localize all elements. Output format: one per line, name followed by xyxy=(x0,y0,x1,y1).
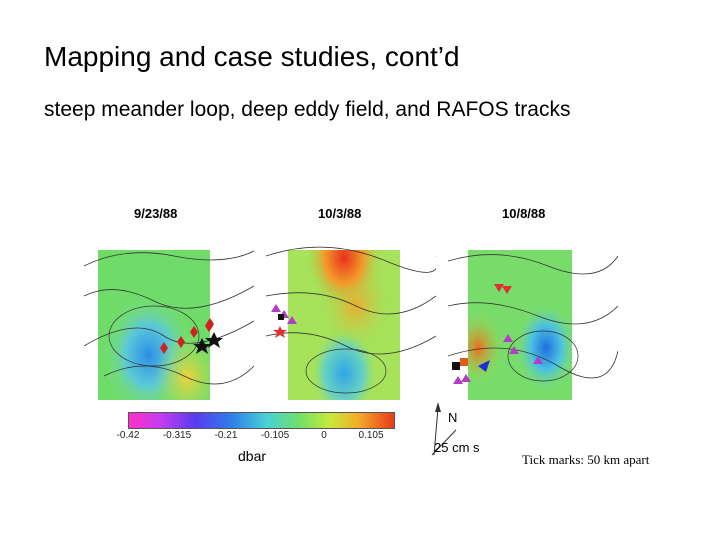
float-markers-1 xyxy=(160,318,214,354)
colorbar-tick: 0 xyxy=(321,430,327,441)
float-markers-3 xyxy=(494,284,512,294)
panel-date-2: 10/3/88 xyxy=(318,206,362,221)
colorbar xyxy=(128,412,395,429)
figure: 9/23/88 10/3/88 10/8/88 xyxy=(78,200,618,470)
slide-title: Mapping and case studies, cont’d xyxy=(44,41,460,72)
colorbar-tick: -0.315 xyxy=(162,430,192,441)
slide-subtitle: steep meander loop, deep eddy field, and… xyxy=(44,98,571,121)
north-arrow-icon xyxy=(431,402,457,456)
velocity-scale-label: 25 cm s xyxy=(434,440,480,455)
map-panel-1 xyxy=(84,226,254,406)
map-panel-2 xyxy=(266,226,436,406)
panel-date-1: 9/23/88 xyxy=(134,206,178,221)
colorbar-tick: -0.42 xyxy=(116,430,140,441)
caption: Tick marks: 50 km apart xyxy=(522,452,650,467)
colorbar-tick: -0.21 xyxy=(214,430,238,441)
map-panel-3 xyxy=(448,226,618,406)
colorbar-tick: -0.105 xyxy=(260,430,290,441)
colorbar-unit: dbar xyxy=(238,448,267,464)
panel-date-3: 10/8/88 xyxy=(502,206,546,221)
colorbar-tick: 0.105 xyxy=(358,430,384,441)
north-label: N xyxy=(448,410,458,425)
